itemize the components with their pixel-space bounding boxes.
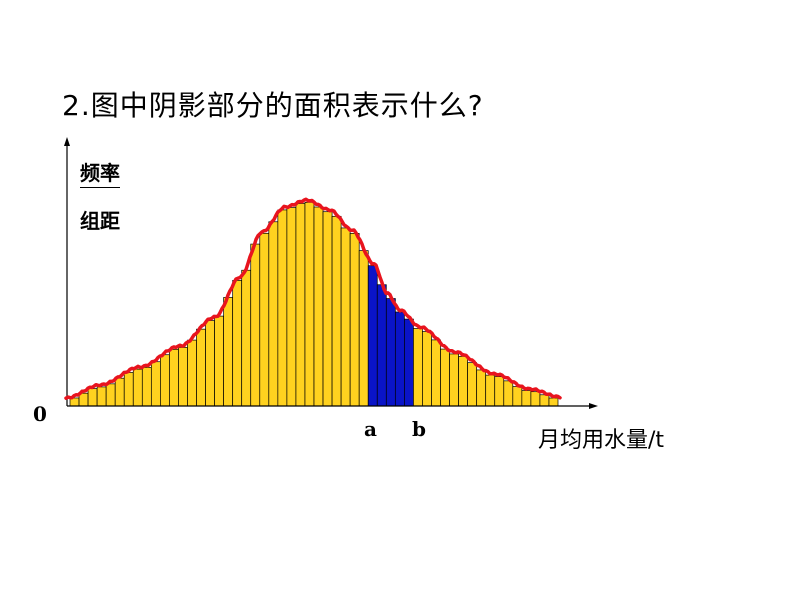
density-curve bbox=[64, 197, 562, 400]
y-axis-label-numerator: 频率 bbox=[80, 157, 120, 188]
histogram-bar bbox=[494, 376, 505, 407]
histogram-bar bbox=[485, 374, 496, 407]
histogram-bar bbox=[331, 215, 342, 407]
shaded-bar bbox=[394, 311, 405, 407]
histogram-bar bbox=[250, 243, 261, 407]
y-axis-label-denominator: 组距 bbox=[80, 209, 120, 233]
histogram-bar bbox=[449, 353, 459, 407]
histogram-bars bbox=[69, 201, 559, 407]
histogram-bar bbox=[358, 250, 369, 407]
x-axis-label: 月均用水量/t bbox=[538, 428, 665, 453]
shaded-bar bbox=[404, 318, 414, 407]
histogram-bar bbox=[322, 211, 333, 407]
histogram-bar bbox=[295, 203, 306, 407]
histogram-bar bbox=[548, 397, 559, 407]
histogram-bar bbox=[87, 388, 98, 407]
mark-b-label: b bbox=[412, 417, 426, 441]
histogram-bar bbox=[340, 227, 351, 407]
histogram-bar bbox=[268, 221, 279, 407]
histogram-bar bbox=[141, 367, 152, 407]
histogram-bar bbox=[539, 394, 550, 407]
histogram-bar bbox=[313, 206, 324, 407]
histogram-bar bbox=[431, 339, 441, 407]
histogram-bar bbox=[169, 348, 179, 407]
histogram-bar bbox=[132, 368, 143, 407]
histogram-bar bbox=[277, 209, 288, 407]
histogram-bar bbox=[467, 362, 478, 407]
mark-a-label: a bbox=[364, 417, 377, 441]
histogram-bar bbox=[223, 297, 234, 407]
histogram-bar bbox=[178, 347, 188, 407]
question-title: 2.图中阴影部分的面积表示什么? bbox=[62, 89, 484, 122]
histogram-bar bbox=[160, 354, 170, 407]
histogram-bar bbox=[476, 369, 487, 407]
histogram-bar bbox=[96, 386, 107, 407]
histogram-bar bbox=[187, 339, 197, 407]
histogram-bar bbox=[259, 232, 270, 407]
y-axis-arrow bbox=[64, 137, 70, 146]
x-axis-arrow bbox=[589, 403, 598, 409]
origin-label: 0 bbox=[33, 402, 47, 426]
histogram-bar bbox=[512, 386, 523, 407]
histogram-bar bbox=[105, 383, 116, 407]
histogram-bar bbox=[150, 361, 161, 407]
histogram-bar bbox=[286, 207, 297, 407]
histogram-bar bbox=[241, 269, 252, 407]
histogram-bar bbox=[304, 201, 315, 407]
histogram-bar bbox=[349, 233, 360, 407]
histogram-bar bbox=[458, 356, 468, 407]
histogram-bar bbox=[422, 331, 432, 407]
shaded-bar bbox=[385, 298, 396, 407]
histogram-bar bbox=[530, 391, 541, 407]
histogram-bar bbox=[114, 377, 125, 407]
histogram-bar bbox=[503, 380, 514, 407]
histogram-bar bbox=[214, 315, 224, 407]
histogram-bar bbox=[123, 372, 134, 407]
histogram-bar bbox=[205, 320, 215, 407]
shaded-bar bbox=[367, 265, 378, 407]
histogram-bar bbox=[232, 280, 243, 407]
shaded-bar bbox=[376, 284, 387, 407]
histogram-bar bbox=[196, 328, 206, 407]
histogram-bar bbox=[521, 390, 532, 407]
histogram-bar bbox=[413, 328, 423, 407]
histogram-bar bbox=[440, 348, 450, 407]
